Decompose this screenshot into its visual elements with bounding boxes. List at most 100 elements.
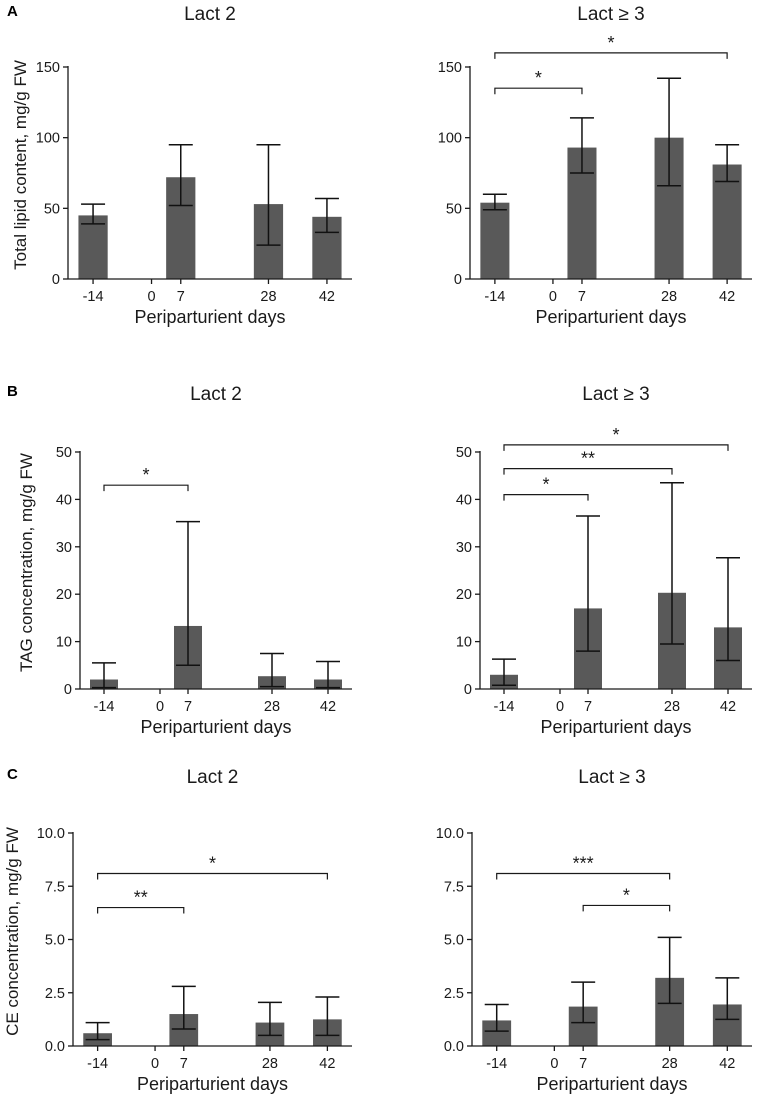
y-tick-label: 0 (64, 682, 72, 698)
significance-bracket--14-28 (503, 467, 673, 475)
x-axis-label: Periparturient days (140, 717, 291, 737)
x-tick-label: 0 (550, 1056, 558, 1072)
significance-label: ** (134, 888, 148, 908)
significance-bracket-7-28 (582, 904, 671, 912)
x-tick-label: 0 (147, 289, 155, 305)
significance-label: * (607, 33, 614, 53)
panel-letter: C (7, 766, 18, 783)
x-tick-label: 28 (664, 699, 680, 715)
y-tick-label: 150 (36, 60, 60, 76)
y-tick-label: 40 (56, 492, 72, 508)
x-tick-label: 7 (579, 1056, 587, 1072)
panel-letter: A (7, 3, 18, 20)
y-tick-label: 100 (36, 131, 60, 147)
x-tick-label: -14 (494, 699, 515, 715)
significance-bracket--14-7 (97, 906, 185, 914)
y-tick-label: 20 (56, 587, 72, 603)
y-tick-label: 10.0 (37, 826, 65, 842)
x-axis-label: Periparturient days (134, 307, 285, 327)
x-tick-label: 0 (556, 699, 564, 715)
y-tick-label: 10 (456, 635, 472, 651)
x-axis-label: Periparturient days (540, 717, 691, 737)
significance-bracket--14-7 (494, 87, 583, 95)
y-tick-label: 0 (464, 682, 472, 698)
chart-title: Lact ≥ 3 (578, 767, 645, 788)
significance-label: * (209, 853, 216, 873)
x-tick-label: 0 (549, 289, 557, 305)
significance-label: * (623, 885, 630, 905)
bar-day-42 (712, 164, 742, 279)
y-tick-label: 10.0 (436, 826, 464, 842)
significance-label: *** (573, 853, 594, 873)
y-tick-label: 0.0 (45, 1039, 65, 1055)
x-tick-label: 42 (719, 1056, 735, 1072)
x-tick-label: 7 (180, 1056, 188, 1072)
y-axis-label: Total lipid content, mg/g FW (11, 60, 30, 270)
y-tick-label: 40 (456, 492, 472, 508)
significance-bracket--14-42 (503, 444, 729, 451)
x-tick-label: -14 (484, 289, 505, 305)
panel-a-lact3: Lact ≥ 3 0 50 100 150 -14 0 7 28 42 Periparturient… (438, 4, 752, 327)
x-tick-label: 7 (184, 699, 192, 715)
y-tick-label: 0 (52, 272, 60, 288)
significance-bracket--14-7 (103, 484, 189, 492)
panel-b-lact2: B Lact 2 0 10 20 30 40 50 -14 0 7 28 42 Periparturien… (7, 383, 352, 737)
x-tick-label: 28 (662, 1056, 678, 1072)
x-tick-label: 28 (260, 289, 276, 305)
x-tick-label: 42 (719, 289, 735, 305)
y-tick-label: 5.0 (45, 933, 65, 949)
y-tick-label: 20 (456, 587, 472, 603)
y-tick-label: 0.0 (444, 1039, 464, 1055)
chart-title: Lact 2 (190, 384, 242, 405)
x-tick-label: -14 (87, 1056, 108, 1072)
y-tick-label: 7.5 (444, 879, 464, 895)
significance-bracket--14-28 (496, 872, 671, 880)
y-tick-label: 2.5 (45, 986, 65, 1002)
x-tick-label: -14 (486, 1056, 507, 1072)
chart-title: Lact ≥ 3 (582, 384, 649, 405)
x-tick-label: -14 (94, 699, 115, 715)
y-tick-label: 7.5 (45, 879, 65, 895)
x-tick-label: 7 (584, 699, 592, 715)
significance-label: * (535, 68, 542, 88)
bar-day--14 (78, 215, 108, 279)
significance-label: * (542, 475, 549, 495)
chart-title: Lact 2 (187, 767, 239, 788)
y-tick-label: 50 (56, 445, 72, 461)
y-tick-label: 50 (44, 201, 60, 217)
chart-title: Lact 2 (184, 4, 236, 25)
panel-c-lact3: Lact ≥ 3 0.0 2.5 5.0 7.5 10.0 -14 0 7 28 42 Peripar… (436, 767, 752, 1094)
significance-label: ** (581, 449, 595, 469)
x-tick-label: 0 (156, 699, 164, 715)
significance-label: * (612, 425, 619, 445)
y-tick-label: 50 (446, 201, 462, 217)
x-tick-label: 42 (320, 699, 336, 715)
significance-label: * (142, 465, 149, 485)
x-tick-label: 0 (151, 1056, 159, 1072)
x-tick-label: 28 (661, 289, 677, 305)
panel-a-lact2: A Lact 2 0 50 100 150 -14 0 7 28 42 Periparturient … (7, 3, 352, 327)
y-tick-label: 100 (438, 131, 462, 147)
y-axis-label: CE concentration, mg/g FW (3, 827, 22, 1036)
significance-bracket--14-42 (494, 52, 728, 59)
x-tick-label: 42 (319, 1056, 335, 1072)
panel-letter: B (7, 383, 18, 400)
x-tick-label: 42 (319, 289, 335, 305)
x-tick-label: -14 (83, 289, 104, 305)
chart-title: Lact ≥ 3 (577, 4, 644, 25)
y-tick-label: 5.0 (444, 933, 464, 949)
bar-day--14 (480, 202, 510, 279)
y-axis-label: TAG concentration, mg/g FW (17, 453, 36, 672)
panel-c-lact2: C Lact 2 0.0 2.5 5.0 7.5 10.0 -14 0 7 28 42 Peripart… (3, 766, 352, 1094)
x-tick-label: 7 (578, 289, 586, 305)
x-axis-label: Periparturient days (536, 1074, 687, 1094)
y-tick-label: 150 (438, 60, 462, 76)
y-tick-label: 0 (454, 272, 462, 288)
y-tick-label: 2.5 (444, 986, 464, 1002)
significance-bracket--14-7 (503, 494, 589, 501)
x-axis-label: Periparturient days (137, 1074, 288, 1094)
x-tick-label: 28 (264, 699, 280, 715)
y-tick-label: 30 (56, 540, 72, 556)
x-tick-label: 28 (262, 1056, 278, 1072)
